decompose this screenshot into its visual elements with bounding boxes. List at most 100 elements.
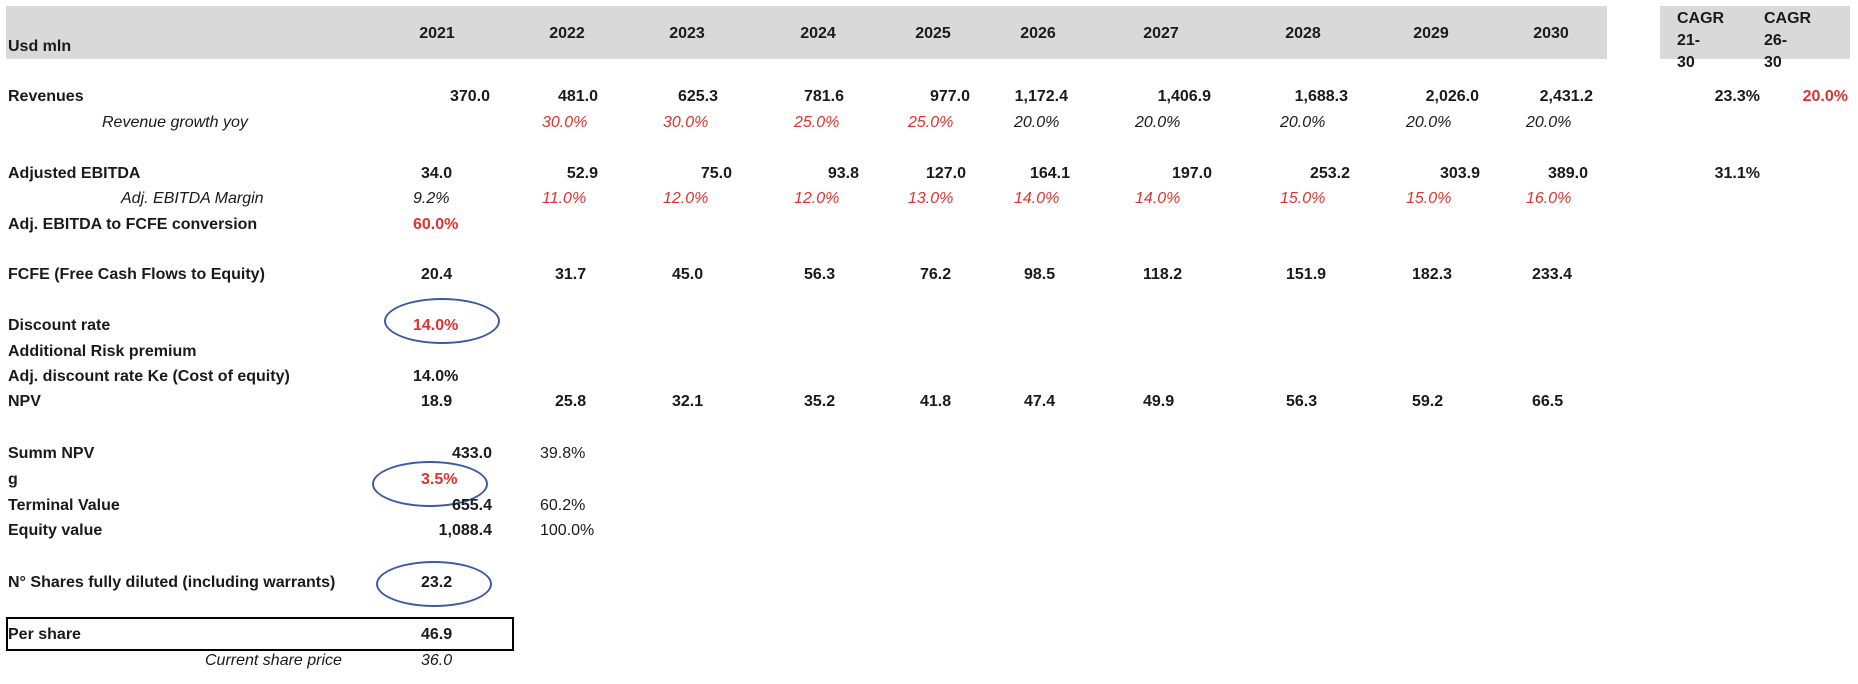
adj-ebitda-2027: 197.0 [1171, 165, 1212, 182]
terminal-value-value: 655.4 [451, 497, 492, 514]
adj-ebitda-cagr-21-30: 31.1% [1714, 165, 1760, 182]
year-2030: 2030 [1533, 25, 1569, 42]
fcfe-2022: 31.7 [555, 266, 587, 283]
npv-2025: 41.8 [920, 393, 952, 410]
revenues-2029: 2,026.0 [1425, 88, 1479, 105]
revenue-growth-2030: 20.0% [1526, 114, 1572, 131]
ebitda-margin-2021: 9.2% [413, 190, 450, 207]
fcfe-2024: 56.3 [804, 266, 836, 283]
year-2022: 2022 [549, 25, 585, 42]
npv-2021: 18.9 [421, 393, 453, 410]
revenue-growth-2025: 25.0% [908, 114, 954, 131]
fcfe-2021: 20.4 [421, 266, 453, 283]
revenue-growth-2024: 25.0% [794, 114, 840, 131]
header-band [6, 6, 1607, 59]
adj-ebitda-2021: 34.0 [421, 165, 453, 182]
current-price-label: Current share price [205, 652, 342, 669]
g-highlight [372, 461, 488, 507]
summ-npv-pct: 39.8% [540, 445, 586, 462]
revenue-growth-2027: 20.0% [1135, 114, 1181, 131]
per-share-label: Per share [8, 626, 81, 643]
year-2026: 2026 [1020, 25, 1056, 42]
equity-value-pct: 100.0% [540, 522, 595, 539]
ebitda-margin-2028: 15.0% [1280, 190, 1326, 207]
g-label: g [8, 471, 18, 488]
per-share-value: 46.9 [421, 626, 453, 643]
revenues-cagr-21-30: 23.3% [1714, 88, 1760, 105]
ebitda-margin-2025: 13.0% [908, 190, 954, 207]
npv-2023: 32.1 [672, 393, 704, 410]
adj-ebitda-2024: 93.8 [827, 165, 859, 182]
npv-2027: 49.9 [1143, 393, 1175, 410]
fcfe-2025: 76.2 [920, 266, 952, 283]
npv-label: NPV [8, 393, 41, 410]
revenue-growth-2029: 20.0% [1406, 114, 1452, 131]
ebitda-margin-2024: 12.0% [794, 190, 840, 207]
ebitda-margin-2026: 14.0% [1014, 190, 1060, 207]
cagr-21-30-line1: CAGR 21- [1677, 10, 1725, 49]
npv-2029: 59.2 [1412, 393, 1444, 410]
terminal-value-pct: 60.2% [540, 497, 586, 514]
revenue-growth-2028: 20.0% [1280, 114, 1326, 131]
cagr-21-30-line2: 30 [1677, 54, 1695, 71]
equity-value-label: Equity value [8, 522, 103, 539]
shares-label: N° Shares fully diluted (including warra… [8, 574, 336, 591]
fcfe-2030: 233.4 [1532, 266, 1573, 283]
shares-highlight [376, 561, 492, 607]
ebitda-margin-2030: 16.0% [1526, 190, 1572, 207]
npv-2026: 47.4 [1024, 393, 1056, 410]
fcfe-2027: 118.2 [1143, 266, 1183, 283]
unit-label: Usd mln [8, 38, 72, 55]
adj-ebitda-2030: 389.0 [1547, 165, 1588, 182]
cagr-26-30-header: CAGR 26- 30 [1764, 8, 1834, 74]
year-2023: 2023 [669, 25, 705, 42]
fcfe-label: FCFE (Free Cash Flows to Equity) [8, 266, 265, 283]
ebitda-margin-2027: 14.0% [1135, 190, 1181, 207]
summ-npv-value: 433.0 [451, 445, 492, 462]
revenues-label: Revenues [8, 88, 84, 105]
year-2028: 2028 [1285, 25, 1321, 42]
discount-rate-label: Discount rate [8, 317, 111, 334]
shares-value: 23.2 [421, 574, 453, 591]
adj-ebitda-2028: 253.2 [1309, 165, 1350, 182]
revenues-2024: 781.6 [803, 88, 844, 105]
fcfe-conversion-label: Adj. EBITDA to FCFE conversion [8, 216, 258, 233]
fcfe-2023: 45.0 [672, 266, 704, 283]
revenues-2022: 481.0 [557, 88, 598, 105]
adj-discount-rate-value: 14.0% [413, 368, 459, 385]
year-2021: 2021 [419, 25, 455, 42]
revenues-2023: 625.3 [677, 88, 718, 105]
revenue-growth-label: Revenue growth yoy [102, 114, 248, 131]
year-2029: 2029 [1413, 25, 1449, 42]
discount-rate-value: 14.0% [413, 317, 459, 334]
adj-ebitda-2026: 164.1 [1029, 165, 1070, 182]
fcfe-2029: 182.3 [1412, 266, 1453, 283]
g-value: 3.5% [421, 471, 458, 488]
year-2024: 2024 [800, 25, 836, 42]
adj-ebitda-2029: 303.9 [1439, 165, 1480, 182]
current-price-value: 36.0 [421, 652, 453, 669]
revenue-growth-2026: 20.0% [1014, 114, 1060, 131]
npv-2028: 56.3 [1286, 393, 1318, 410]
npv-2022: 25.8 [555, 393, 587, 410]
revenue-growth-2023: 30.0% [663, 114, 709, 131]
adj-ebitda-2022: 52.9 [566, 165, 598, 182]
terminal-value-label: Terminal Value [8, 497, 120, 514]
revenues-2026: 1,172.4 [1014, 88, 1068, 105]
fcfe-2028: 151.9 [1286, 266, 1327, 283]
cagr-21-30-header: CAGR 21- 30 [1677, 8, 1747, 74]
cagr-26-30-line2: 30 [1764, 54, 1782, 71]
cagr-26-30-line1: CAGR 26- [1764, 10, 1812, 49]
ebitda-margin-2023: 12.0% [663, 190, 709, 207]
additional-risk-label: Additional Risk premium [8, 343, 197, 360]
npv-2024: 35.2 [804, 393, 836, 410]
revenues-2030: 2,431.2 [1539, 88, 1593, 105]
adj-ebitda-2023: 75.0 [700, 165, 732, 182]
ebitda-margin-label: Adj. EBITDA Margin [121, 190, 264, 207]
revenues-2027: 1,406.9 [1157, 88, 1211, 105]
revenues-cagr-26-30: 20.0% [1802, 88, 1848, 105]
revenues-2025: 977.0 [929, 88, 970, 105]
ebitda-margin-2029: 15.0% [1406, 190, 1452, 207]
discount-rate-highlight [384, 298, 500, 344]
revenue-growth-2022: 30.0% [542, 114, 588, 131]
